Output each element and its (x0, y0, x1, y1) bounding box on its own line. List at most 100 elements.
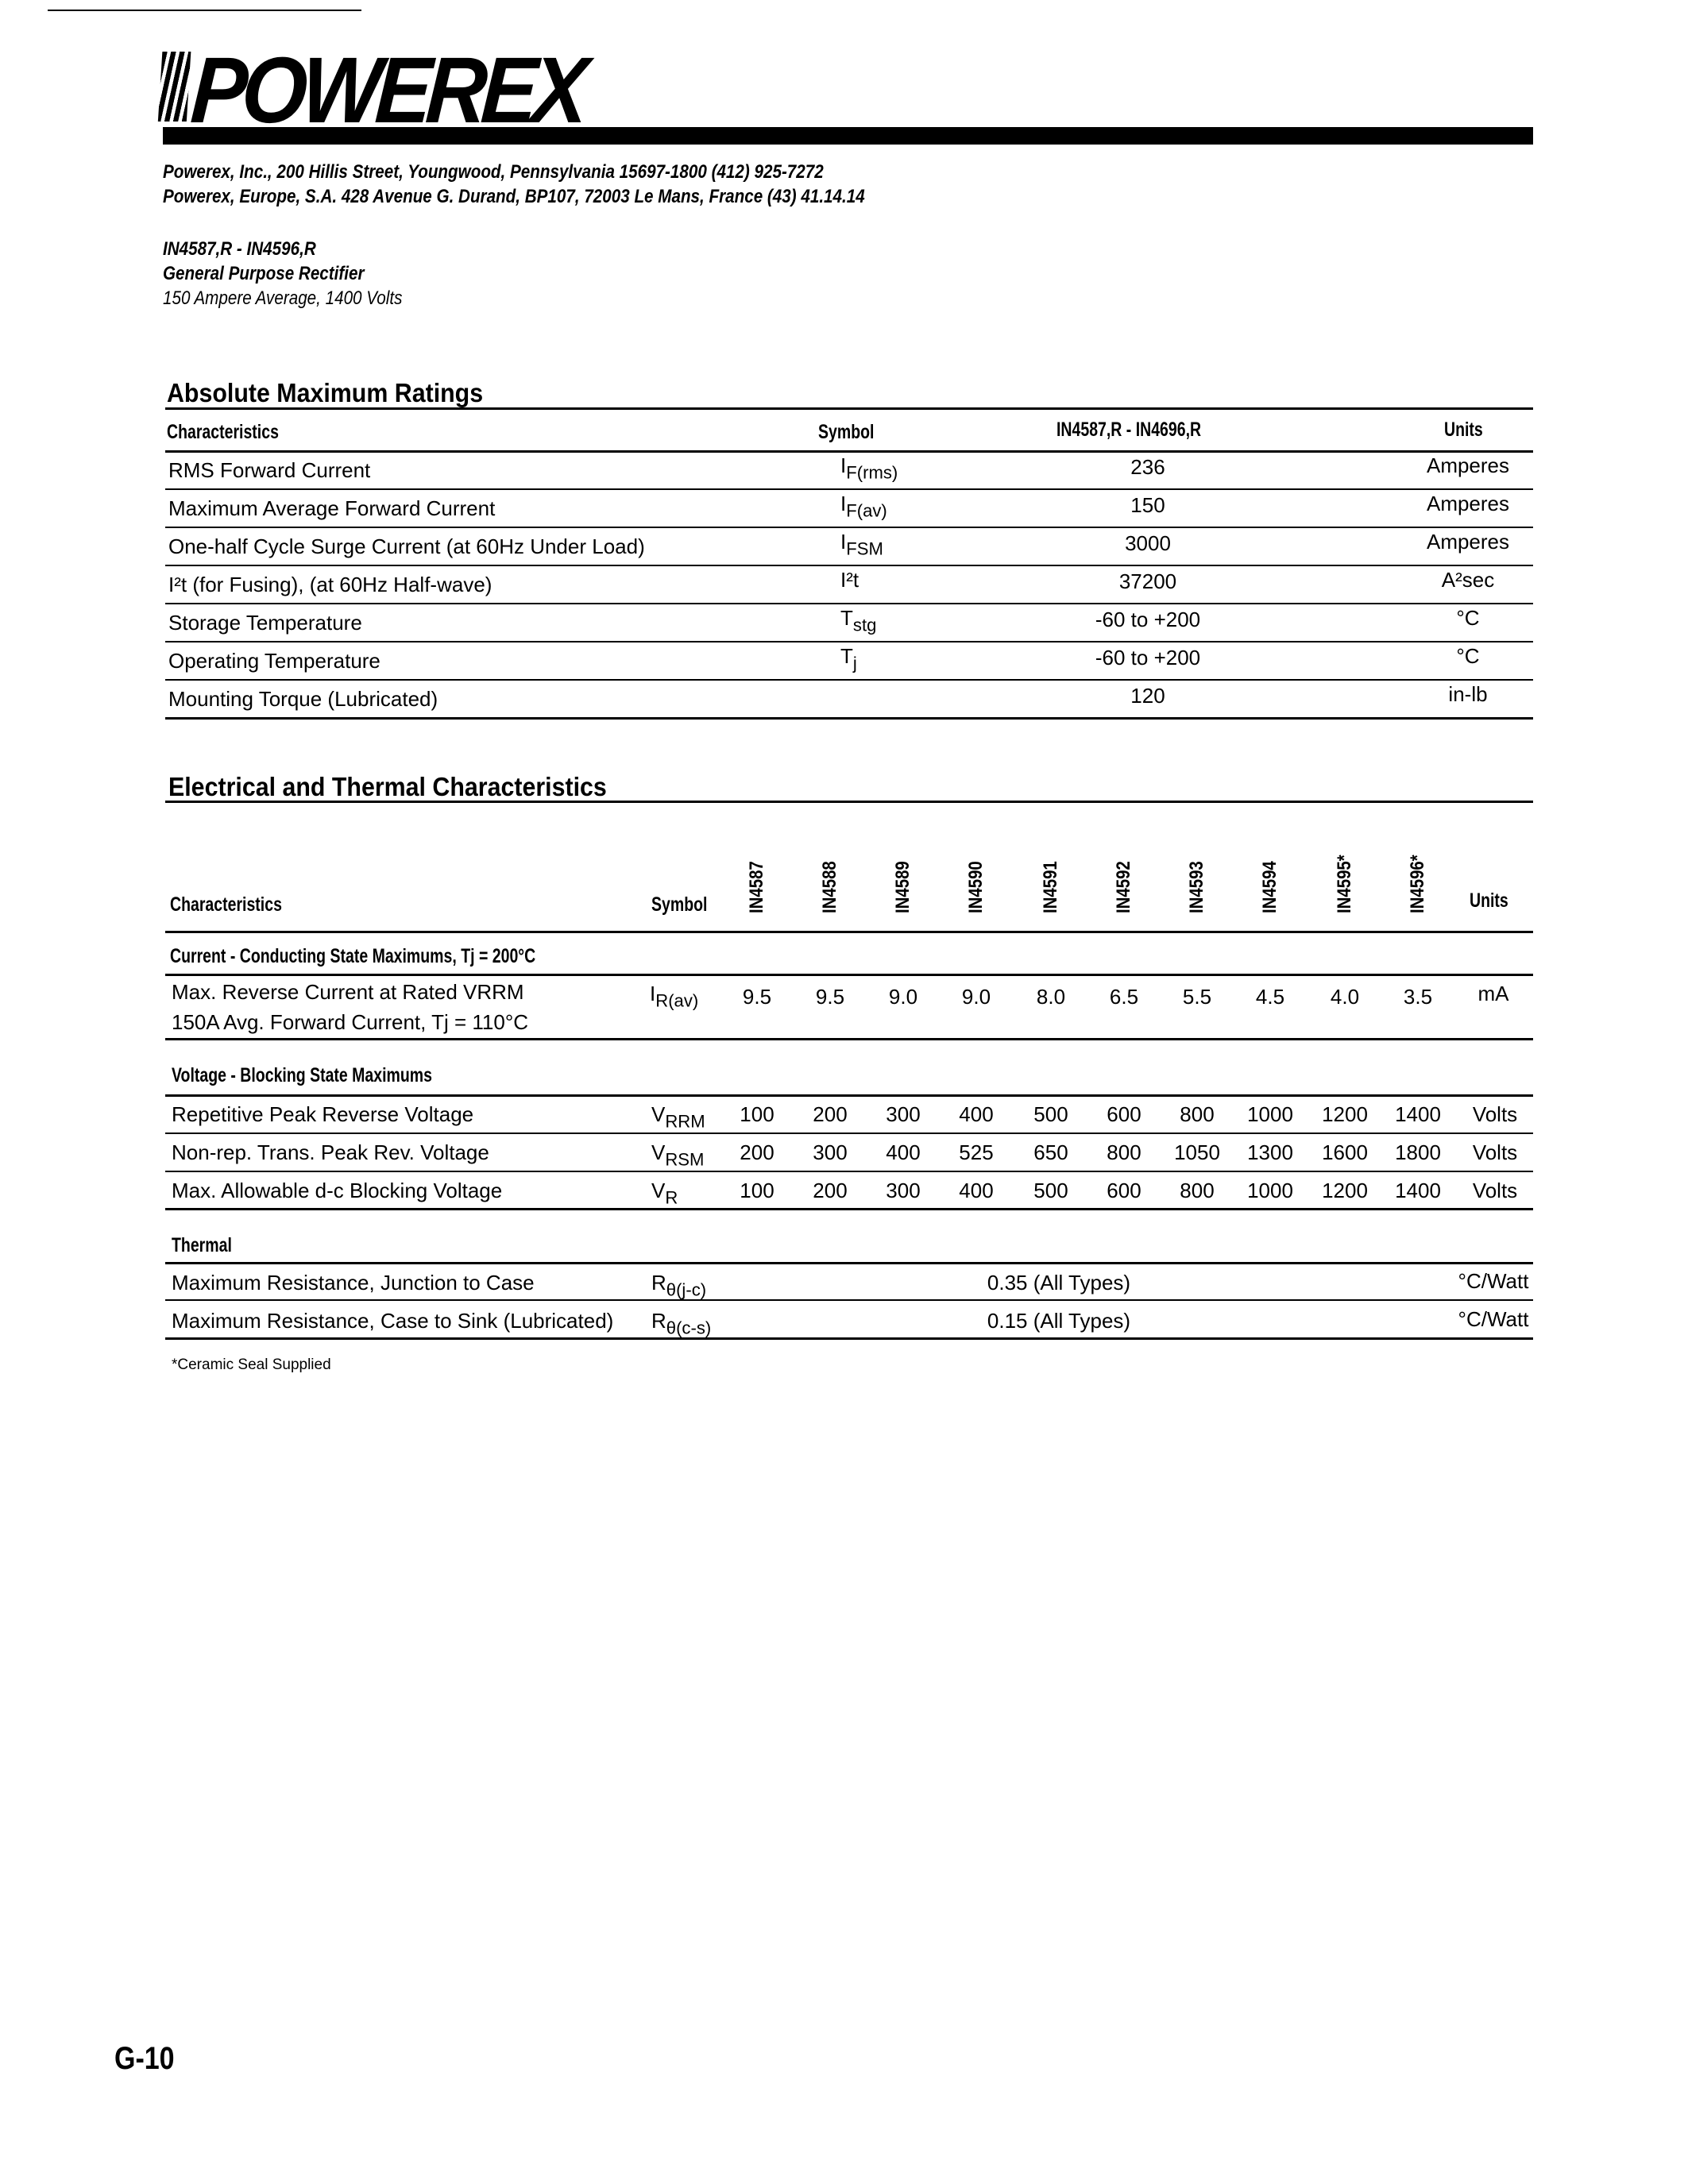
row-value: 400 (959, 1102, 994, 1126)
row-value: 1800 (1395, 1140, 1441, 1164)
row-value: 800 (1180, 1179, 1215, 1202)
column-header-units: Units (1444, 419, 1483, 441)
row-value: 9.5 (742, 985, 772, 1009)
symbol-subscript: stg (852, 615, 877, 635)
divider (165, 1171, 1533, 1172)
row-value: 800 (1107, 1140, 1141, 1164)
divider (165, 1038, 1533, 1040)
address-us: Powerex, Inc., 200 Hillis Street, Youngw… (163, 161, 824, 183)
row-value: 4.0 (1330, 985, 1360, 1009)
column-header-characteristics: Characteristics (167, 421, 279, 443)
row-value: 600 (1107, 1179, 1141, 1202)
row-value: 1400 (1395, 1102, 1441, 1126)
symbol: VR (651, 1179, 678, 1209)
row-value: 9.0 (961, 985, 991, 1009)
top-rule (48, 10, 361, 11)
row-value: -60 to +200 (1095, 608, 1201, 631)
row-value: 0.35 (All Types) (987, 1271, 1131, 1295)
row-value: 4.5 (1255, 985, 1285, 1009)
type-header: IN4587 (746, 861, 767, 913)
symbol: Tj (840, 644, 857, 674)
elec-title: Electrical and Thermal Characteristics (168, 772, 607, 801)
section-current: Current - Conducting State Maximums, Tj … (170, 945, 536, 967)
header-bar (163, 127, 1533, 145)
row-characteristic: Max. Reverse Current at Rated VRRM (172, 980, 524, 1004)
row-characteristic: Repetitive Peak Reverse Voltage (172, 1102, 474, 1126)
row-characteristic: Maximum Resistance, Case to Sink (Lubric… (172, 1309, 614, 1333)
row-characteristic: Maximum Average Forward Current (168, 496, 496, 520)
row-value: 525 (959, 1140, 994, 1164)
row-value: 100 (740, 1102, 774, 1126)
row-characteristic-line2: 150A Avg. Forward Current, Tj = 110°C (172, 1010, 529, 1034)
row-characteristic: Max. Allowable d-c Blocking Voltage (172, 1179, 503, 1202)
type-header: IN4593 (1186, 861, 1207, 913)
row-value: 800 (1180, 1102, 1215, 1126)
row-value: 1200 (1322, 1102, 1368, 1126)
part-range: IN4587,R - IN4596,R (163, 238, 316, 260)
symbol-base: I (840, 530, 847, 554)
symbol-base: I (840, 453, 847, 477)
row-value: 1600 (1322, 1140, 1368, 1164)
symbol-base: T (840, 606, 853, 630)
row-value: 500 (1033, 1102, 1068, 1126)
symbol-base: R (651, 1271, 666, 1295)
row-value: 5.5 (1182, 985, 1212, 1009)
divider (165, 1262, 1533, 1264)
row-value: 3000 (1125, 531, 1171, 555)
row-value: 400 (959, 1179, 994, 1202)
page-number: G-10 (114, 2041, 175, 2076)
row-units: Amperes (1426, 492, 1510, 515)
type-header: IN4594 (1259, 861, 1280, 913)
type-header: IN4596* (1407, 855, 1428, 913)
row-characteristic: I²t (for Fusing), (at 60Hz Half-wave) (168, 573, 492, 596)
row-value: 200 (740, 1140, 774, 1164)
symbol-subscript: RSM (665, 1149, 705, 1170)
row-value: 300 (886, 1179, 921, 1202)
type-header: IN4595* (1334, 855, 1355, 913)
product-type: General Purpose Rectifier (163, 263, 365, 284)
divider (165, 931, 1533, 933)
row-value: 8.0 (1036, 985, 1066, 1009)
row-value: 37200 (1118, 569, 1177, 593)
row-value: 3.5 (1403, 985, 1433, 1009)
divider (165, 407, 1533, 410)
divider (165, 717, 1533, 720)
symbol-base: T (840, 644, 853, 668)
symbol-base: V (651, 1179, 666, 1202)
row-units: Amperes (1426, 530, 1510, 554)
footnote: *Ceramic Seal Supplied (172, 1356, 331, 1373)
row-value: 600 (1107, 1102, 1141, 1126)
row-characteristic: Mounting Torque (Lubricated) (168, 687, 438, 711)
row-units: Amperes (1426, 453, 1510, 477)
row-value: 9.5 (815, 985, 845, 1009)
section-thermal: Thermal (172, 1234, 232, 1256)
row-units: Volts (1472, 1179, 1518, 1202)
symbol: Rθ(j-c) (651, 1271, 706, 1301)
symbol: VRRM (651, 1102, 705, 1133)
row-units: °C (1456, 644, 1480, 668)
type-header: IN4590 (965, 861, 987, 913)
row-characteristic: RMS Forward Current (168, 458, 371, 482)
symbol-base: I (650, 982, 656, 1005)
symbol: IR(av) (650, 982, 698, 1012)
symbol: I²t (840, 568, 859, 598)
row-value: 100 (740, 1179, 774, 1202)
row-value: 1400 (1395, 1179, 1441, 1202)
column-header-units: Units (1470, 889, 1508, 912)
symbol-base: V (651, 1140, 666, 1164)
column-header-symbol: Symbol (651, 893, 708, 916)
symbol-subscript: θ(c-s) (666, 1318, 712, 1338)
row-characteristic: One-half Cycle Surge Current (at 60Hz Un… (168, 534, 645, 558)
row-value: 1000 (1247, 1179, 1293, 1202)
symbol-subscript: RRM (665, 1111, 705, 1132)
type-header: IN4588 (819, 861, 840, 913)
type-header: IN4591 (1040, 861, 1061, 913)
section-voltage: Voltage - Blocking State Maximums (172, 1064, 432, 1086)
row-value: 1300 (1247, 1140, 1293, 1164)
symbol: IFSM (840, 530, 883, 560)
divider (165, 488, 1533, 490)
divider (165, 1337, 1533, 1340)
symbol-base: V (651, 1102, 666, 1126)
row-units: °C (1456, 606, 1480, 630)
symbol-base: R (651, 1309, 666, 1333)
